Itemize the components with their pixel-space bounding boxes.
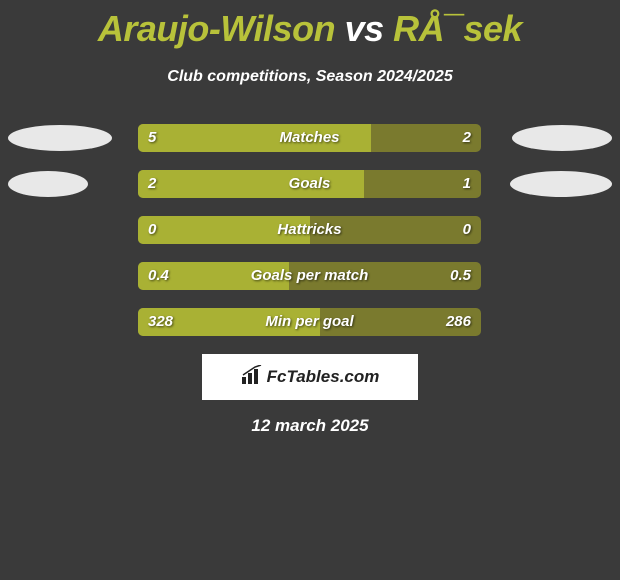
page-title: Araujo-Wilson vs RÅ¯sek bbox=[0, 0, 620, 50]
stat-rows: 5 Matches 2 2 Goals 1 0 Hattricks 0 bbox=[0, 124, 620, 336]
ellipse-left bbox=[8, 171, 88, 197]
stat-right-value: 0 bbox=[463, 216, 471, 244]
stat-right-value: 0.5 bbox=[450, 262, 471, 290]
stat-right-value: 1 bbox=[463, 170, 471, 198]
subtitle: Club competitions, Season 2024/2025 bbox=[0, 68, 620, 86]
stat-label: Goals per match bbox=[138, 262, 481, 290]
stat-label: Matches bbox=[138, 124, 481, 152]
stat-bar: 2 Goals 1 bbox=[138, 170, 481, 198]
stat-row: 5 Matches 2 bbox=[0, 124, 620, 152]
ellipse-right bbox=[510, 171, 612, 197]
stat-row: 2 Goals 1 bbox=[0, 170, 620, 198]
vs-label: vs bbox=[345, 8, 384, 49]
stat-label: Goals bbox=[138, 170, 481, 198]
stat-row: 0.4 Goals per match 0.5 bbox=[0, 262, 620, 290]
stat-label: Hattricks bbox=[138, 216, 481, 244]
stat-bar: 5 Matches 2 bbox=[138, 124, 481, 152]
player1-name: Araujo-Wilson bbox=[98, 8, 335, 49]
logo-icon bbox=[241, 365, 263, 390]
comparison-card: Araujo-Wilson vs RÅ¯sek Club competition… bbox=[0, 0, 620, 436]
stat-right-value: 2 bbox=[463, 124, 471, 152]
stat-bar: 0 Hattricks 0 bbox=[138, 216, 481, 244]
stat-row: 328 Min per goal 286 bbox=[0, 308, 620, 336]
stat-bar: 328 Min per goal 286 bbox=[138, 308, 481, 336]
stat-right-value: 286 bbox=[446, 308, 471, 336]
stat-label: Min per goal bbox=[138, 308, 481, 336]
ellipse-right bbox=[512, 125, 612, 151]
logo-box: FcTables.com bbox=[202, 354, 418, 400]
stat-bar: 0.4 Goals per match 0.5 bbox=[138, 262, 481, 290]
ellipse-left bbox=[8, 125, 112, 151]
logo-text: FcTables.com bbox=[267, 367, 380, 387]
date: 12 march 2025 bbox=[0, 416, 620, 436]
player2-name: RÅ¯sek bbox=[393, 8, 522, 49]
stat-row: 0 Hattricks 0 bbox=[0, 216, 620, 244]
